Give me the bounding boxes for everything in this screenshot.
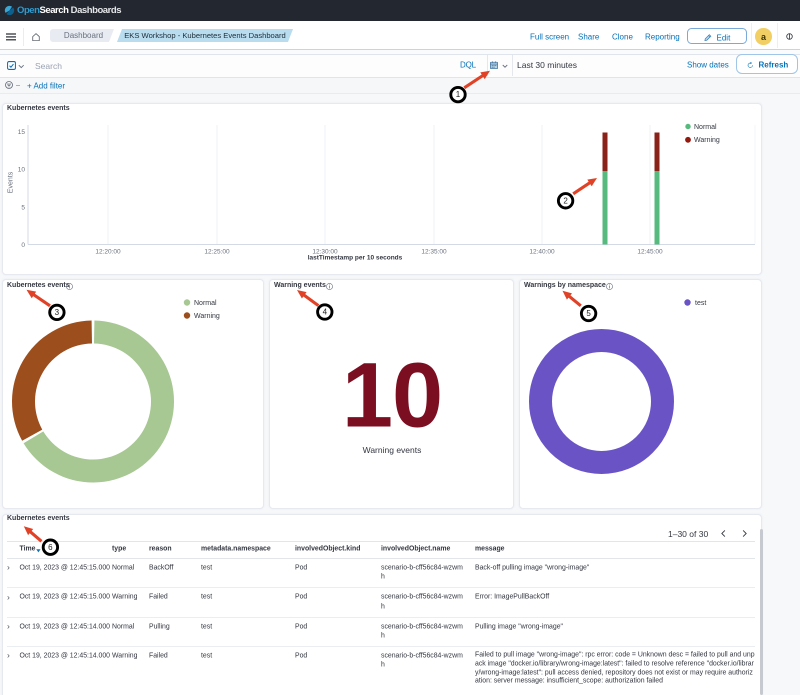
svg-text:Normal: Normal <box>194 300 217 307</box>
svg-text:Events: Events <box>8 171 15 193</box>
svg-text:10: 10 <box>18 167 26 174</box>
svg-text:0: 0 <box>21 242 25 249</box>
svg-text:12:45:00: 12:45:00 <box>637 249 663 256</box>
svg-text:test: test <box>695 300 706 307</box>
svg-text:12:20:00: 12:20:00 <box>95 249 121 256</box>
svg-text:lastTimestamp per 10 seconds: lastTimestamp per 10 seconds <box>308 255 403 262</box>
svg-text:15: 15 <box>18 129 26 136</box>
svg-text:12:30:00: 12:30:00 <box>312 249 338 256</box>
svg-text:Warning: Warning <box>694 137 720 144</box>
svg-text:12:25:00: 12:25:00 <box>204 249 230 256</box>
svg-text:12:40:00: 12:40:00 <box>529 249 555 256</box>
svg-text:Warning: Warning <box>194 313 220 320</box>
svg-text:5: 5 <box>21 204 25 211</box>
svg-text:Normal: Normal <box>694 124 717 131</box>
svg-text:12:35:00: 12:35:00 <box>421 249 447 256</box>
